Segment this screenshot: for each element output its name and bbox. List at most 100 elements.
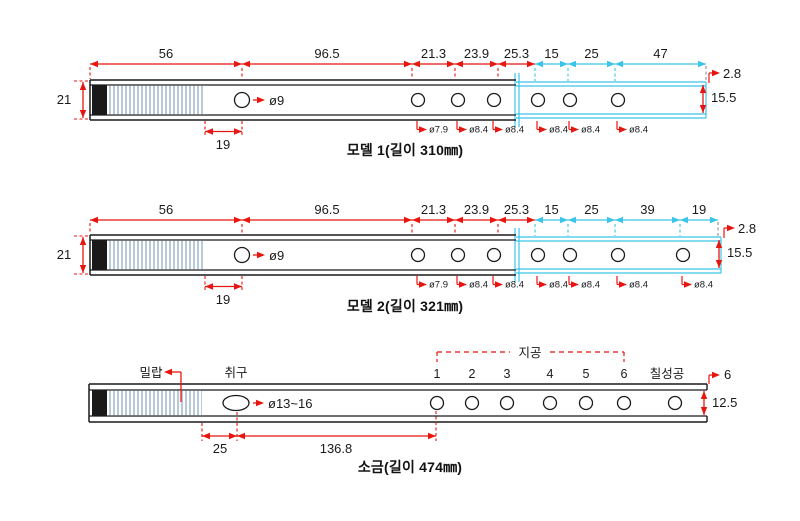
arrowhead xyxy=(90,60,98,68)
arrowhead xyxy=(495,281,503,288)
finger-hole xyxy=(542,395,558,411)
arrowhead xyxy=(459,126,467,133)
arrowhead xyxy=(699,105,707,113)
hole-diameter-label: ø8.4 xyxy=(469,280,488,291)
offset-dimension-label: 2.8 xyxy=(738,221,756,236)
finger-hole xyxy=(675,247,691,263)
offset-dimension-label: 6 xyxy=(724,367,731,382)
finger-hole xyxy=(499,395,515,411)
dimension-label: 21.3 xyxy=(421,46,446,61)
hole-diameter-label: ø8.4 xyxy=(469,125,488,136)
arrowhead xyxy=(242,216,250,224)
finger-hole xyxy=(616,395,632,411)
cork-hatch xyxy=(107,85,205,115)
arrowhead xyxy=(447,60,455,68)
finger-hole xyxy=(450,247,466,263)
arrowhead xyxy=(727,224,735,232)
cork-hatch xyxy=(107,390,202,416)
arrowhead xyxy=(490,216,498,224)
arrowhead xyxy=(715,240,723,248)
finger-hole xyxy=(429,395,445,411)
arrowhead xyxy=(459,281,467,288)
arrowhead xyxy=(257,251,265,259)
hole-number: 3 xyxy=(504,367,511,381)
hole-number: 4 xyxy=(547,367,554,381)
hole-diameter-label: ø8.4 xyxy=(629,125,648,136)
arrowhead xyxy=(715,260,723,268)
arrowhead xyxy=(412,216,420,224)
arrowhead xyxy=(490,60,498,68)
mouthpiece-label: 취구 xyxy=(224,366,247,380)
model-1-title: 모델 1(길이 310㎜) xyxy=(346,142,464,158)
finger-hole xyxy=(578,395,594,411)
arrowhead xyxy=(404,216,412,224)
arrowhead xyxy=(712,69,720,77)
arrowhead xyxy=(412,60,420,68)
finger-hole xyxy=(464,395,480,411)
hole-diameter-note: ø9 xyxy=(269,93,284,108)
arrowhead xyxy=(615,60,623,68)
beeswax-label: 밀랍 xyxy=(139,366,163,380)
arrowhead xyxy=(237,432,245,440)
hole-diameter-label: ø8.4 xyxy=(549,280,568,291)
dimension-label: 47 xyxy=(653,46,667,61)
dimension-label: 96.5 xyxy=(314,46,339,61)
arrowhead xyxy=(710,216,718,224)
finger-hole xyxy=(562,92,578,108)
arrowhead xyxy=(202,432,210,440)
arrowhead xyxy=(700,391,708,399)
dimension-label: 19 xyxy=(216,292,230,307)
arrowhead xyxy=(455,216,463,224)
arrowhead xyxy=(607,216,615,224)
hole-diameter-label: ø8.4 xyxy=(505,280,524,291)
arrowhead xyxy=(560,216,568,224)
dimension-label: 15 xyxy=(544,202,558,217)
arrowhead xyxy=(256,399,264,407)
arrowhead xyxy=(699,85,707,93)
arrowhead xyxy=(234,128,242,135)
dimension-label: 19 xyxy=(692,202,706,217)
arrowhead xyxy=(234,283,242,290)
arrowhead xyxy=(455,60,463,68)
finger-hole xyxy=(233,91,251,109)
finger-holes-label: 지공 xyxy=(518,346,541,360)
arrowhead xyxy=(571,126,579,133)
mouth-hole xyxy=(222,394,250,412)
hole-diameter-label: ø8.4 xyxy=(581,125,600,136)
hole-diameter-label: ø8.4 xyxy=(549,125,568,136)
arrowhead xyxy=(90,216,98,224)
dimension-label: 39 xyxy=(640,202,654,217)
arrowhead xyxy=(568,216,576,224)
arrowhead xyxy=(205,283,213,290)
arrowhead xyxy=(527,60,535,68)
hole-diameter-label: ø7.9 xyxy=(429,125,448,136)
arrowhead xyxy=(234,216,242,224)
dimension-label: 21.3 xyxy=(421,202,446,217)
arrowhead xyxy=(164,368,172,376)
finger-hole xyxy=(667,395,683,411)
finger-hole xyxy=(610,247,626,263)
offset-dimension-label: 2.8 xyxy=(723,66,741,81)
end-cap xyxy=(92,240,107,270)
arrowhead xyxy=(568,60,576,68)
arrowhead xyxy=(684,281,692,288)
arrowhead xyxy=(698,60,706,68)
end-cap xyxy=(92,85,107,115)
finger-hole xyxy=(610,92,626,108)
finger-hole xyxy=(410,247,426,263)
arrowhead xyxy=(242,60,250,68)
dimension-label: 56 xyxy=(159,46,173,61)
arrowhead xyxy=(619,126,627,133)
end-cap xyxy=(92,390,107,416)
arrowhead xyxy=(700,407,708,415)
sogeum-title: 소금(길이 474㎜) xyxy=(357,459,463,475)
model-2-title: 모델 2(길이 321㎜) xyxy=(346,298,464,314)
arrowhead xyxy=(79,110,87,118)
arrowhead xyxy=(527,216,535,224)
dimension-label: 25 xyxy=(213,441,227,456)
arrowhead xyxy=(498,60,506,68)
arrowhead xyxy=(495,126,503,133)
arrowhead xyxy=(234,60,242,68)
hole-diameter-label: ø8.4 xyxy=(505,125,524,136)
